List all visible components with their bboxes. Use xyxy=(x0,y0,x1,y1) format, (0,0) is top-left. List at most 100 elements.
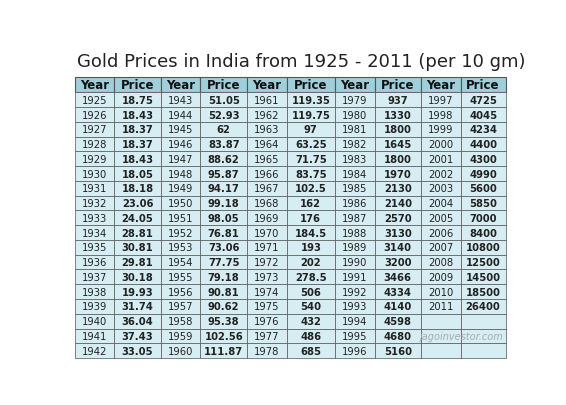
Bar xyxy=(335,343,375,358)
Bar xyxy=(200,329,247,343)
Text: 33.05: 33.05 xyxy=(122,346,153,356)
Text: 1996: 1996 xyxy=(342,346,367,356)
Bar xyxy=(161,241,200,255)
Text: 1987: 1987 xyxy=(342,213,367,223)
Text: 2007: 2007 xyxy=(428,243,453,253)
Text: 184.5: 184.5 xyxy=(295,228,327,238)
Text: 24.05: 24.05 xyxy=(122,213,153,223)
Text: 1330: 1330 xyxy=(384,110,411,120)
Text: 1975: 1975 xyxy=(254,302,280,311)
Text: 2003: 2003 xyxy=(428,184,453,194)
Text: 1985: 1985 xyxy=(342,184,367,194)
Text: 30.81: 30.81 xyxy=(122,243,153,253)
Bar xyxy=(114,211,161,226)
Text: 31.74: 31.74 xyxy=(122,302,153,311)
Text: Price: Price xyxy=(121,79,155,92)
Text: 1977: 1977 xyxy=(254,331,280,341)
Text: 3140: 3140 xyxy=(384,243,412,253)
Text: 1960: 1960 xyxy=(168,346,194,356)
Text: 1934: 1934 xyxy=(82,228,107,238)
Bar xyxy=(247,123,286,137)
Bar xyxy=(247,152,286,167)
Bar xyxy=(461,255,505,270)
Bar xyxy=(335,255,375,270)
Bar xyxy=(375,93,421,108)
Bar xyxy=(335,108,375,123)
Bar xyxy=(461,93,505,108)
Text: 1947: 1947 xyxy=(168,154,194,164)
Text: 8400: 8400 xyxy=(469,228,497,238)
Bar xyxy=(200,108,247,123)
Text: 1956: 1956 xyxy=(168,287,194,297)
Text: 10800: 10800 xyxy=(466,243,500,253)
Bar xyxy=(75,152,114,167)
Text: 26400: 26400 xyxy=(466,302,500,311)
Text: 119.75: 119.75 xyxy=(291,110,330,120)
Text: 1967: 1967 xyxy=(254,184,280,194)
Bar xyxy=(421,123,461,137)
Text: 1940: 1940 xyxy=(82,316,107,326)
Bar xyxy=(335,181,375,196)
Bar xyxy=(375,167,421,181)
Bar xyxy=(200,241,247,255)
Bar xyxy=(161,181,200,196)
Text: Year: Year xyxy=(166,79,195,92)
Bar xyxy=(114,196,161,211)
Text: 1949: 1949 xyxy=(168,184,194,194)
Text: 685: 685 xyxy=(300,346,321,356)
Text: 1966: 1966 xyxy=(254,169,280,179)
Text: 95.87: 95.87 xyxy=(208,169,239,179)
Text: Price: Price xyxy=(207,79,241,92)
Text: 1972: 1972 xyxy=(254,258,280,267)
Text: 18.37: 18.37 xyxy=(122,140,153,150)
Bar xyxy=(421,299,461,314)
Text: 18.43: 18.43 xyxy=(122,110,153,120)
Bar xyxy=(75,270,114,285)
Bar xyxy=(114,299,161,314)
Text: 1959: 1959 xyxy=(168,331,194,341)
Text: 4300: 4300 xyxy=(469,154,497,164)
Text: 1992: 1992 xyxy=(342,287,367,297)
Text: Year: Year xyxy=(426,79,456,92)
Text: 4334: 4334 xyxy=(384,287,412,297)
Bar xyxy=(114,270,161,285)
Bar xyxy=(421,152,461,167)
Text: 1942: 1942 xyxy=(82,346,107,356)
Text: 486: 486 xyxy=(300,331,321,341)
Bar xyxy=(421,226,461,241)
Bar xyxy=(247,108,286,123)
Bar xyxy=(247,255,286,270)
Bar xyxy=(75,343,114,358)
Bar xyxy=(161,329,200,343)
Text: 1961: 1961 xyxy=(254,96,280,106)
Text: 1952: 1952 xyxy=(168,228,194,238)
Bar xyxy=(161,270,200,285)
Bar xyxy=(75,241,114,255)
Text: 18500: 18500 xyxy=(466,287,500,297)
Text: 1974: 1974 xyxy=(254,287,280,297)
Bar xyxy=(247,137,286,152)
Bar xyxy=(421,211,461,226)
Text: 2570: 2570 xyxy=(384,213,411,223)
Bar xyxy=(114,108,161,123)
Text: 4234: 4234 xyxy=(469,125,497,135)
Text: 2000: 2000 xyxy=(428,140,453,150)
Bar xyxy=(335,137,375,152)
Text: 162: 162 xyxy=(300,198,321,209)
Bar xyxy=(461,123,505,137)
Bar xyxy=(200,181,247,196)
Bar xyxy=(421,181,461,196)
Text: Year: Year xyxy=(252,79,281,92)
Bar xyxy=(247,93,286,108)
Bar xyxy=(75,329,114,343)
Bar xyxy=(286,167,335,181)
Bar xyxy=(200,270,247,285)
Bar xyxy=(335,241,375,255)
Bar xyxy=(461,152,505,167)
Bar xyxy=(114,255,161,270)
Bar xyxy=(200,167,247,181)
Bar xyxy=(200,78,247,93)
Text: 1945: 1945 xyxy=(168,125,194,135)
Text: 76.81: 76.81 xyxy=(208,228,239,238)
Text: 62: 62 xyxy=(217,125,231,135)
